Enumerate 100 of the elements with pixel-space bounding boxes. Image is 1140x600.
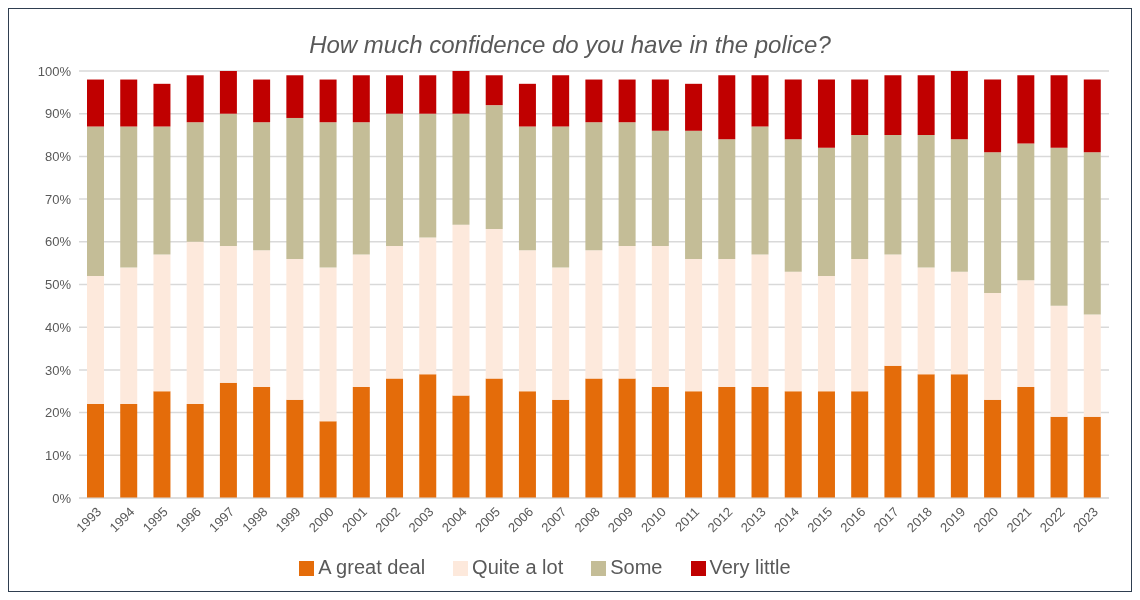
y-tick-label: 0% [52,490,72,506]
bar [984,293,1002,400]
bar [685,130,703,259]
bar [386,113,404,247]
bar [884,254,902,366]
bar [552,126,570,268]
bar [219,246,237,383]
y-tick-label: 80% [44,149,72,165]
bar [452,395,470,498]
bar [386,378,404,498]
bar [1050,305,1068,417]
bar [751,126,769,255]
bar [485,75,503,106]
y-tick-label: 50% [44,277,72,293]
chart-title: How much confidence do you have in the police? [308,31,832,59]
bar [186,404,204,498]
y-tick-label: 70% [44,191,72,207]
bar [618,122,636,247]
bar [87,126,104,276]
bar [219,382,237,498]
bar [718,75,736,140]
bar [419,237,437,375]
bar [552,267,570,400]
bar [518,126,536,251]
bar [352,122,370,255]
bar [685,258,703,392]
legend-label: Quite a lot [472,556,564,578]
bar [585,79,603,123]
bar [1017,280,1035,387]
bar [286,399,304,498]
bar [917,135,935,268]
bar [984,152,1002,294]
bar [585,122,603,251]
bar [253,122,271,251]
bar [452,71,470,114]
bar [485,228,503,379]
bar [219,113,237,247]
bar [651,246,669,387]
bar [1050,147,1068,306]
bar [319,267,337,422]
bar [884,135,902,255]
bar [153,126,171,255]
bar [552,75,570,127]
bar [917,267,935,375]
bar [851,79,869,136]
bar [685,83,703,131]
bar [153,391,171,498]
bar [884,75,902,136]
bar [884,365,902,498]
bar [817,147,835,276]
bar [751,386,769,498]
bar [817,391,835,498]
y-tick-label: 10% [44,447,72,463]
bar [1017,143,1035,281]
bar [618,378,636,498]
bar [1017,386,1035,498]
bar [651,130,669,247]
bar [452,113,470,225]
bar [153,254,171,392]
legend-label: A great deal [318,556,426,578]
bar [1083,314,1101,417]
y-tick-label: 30% [44,362,72,378]
bar [87,79,104,127]
bar [286,117,304,259]
bar [950,271,968,375]
bar [253,79,271,123]
bar [950,374,968,498]
bar [784,139,802,272]
y-tick-label: 60% [44,234,72,250]
bar [784,79,802,140]
bar [352,254,370,387]
bar [950,139,968,272]
bar [286,258,304,400]
legend-label: Some [610,556,663,578]
bar [419,75,437,114]
bar [618,79,636,123]
bar [1050,416,1068,498]
bar [386,246,404,379]
bar [1017,75,1035,144]
bar [751,75,769,127]
bar [253,250,271,387]
bar [984,79,1002,153]
bar [784,391,802,498]
bar [386,75,404,114]
bar [352,386,370,498]
bar [751,254,769,387]
bar [1083,416,1101,498]
y-tick-label: 90% [44,106,72,122]
bar [552,399,570,498]
bar [319,79,337,123]
bar [153,83,171,127]
bar [518,83,536,127]
bar [585,250,603,379]
bar [120,267,138,405]
bar [186,122,204,242]
bar [618,246,636,379]
bar [120,126,138,268]
bar [817,79,835,148]
bar [518,391,536,498]
legend-label: Very little [709,556,791,578]
